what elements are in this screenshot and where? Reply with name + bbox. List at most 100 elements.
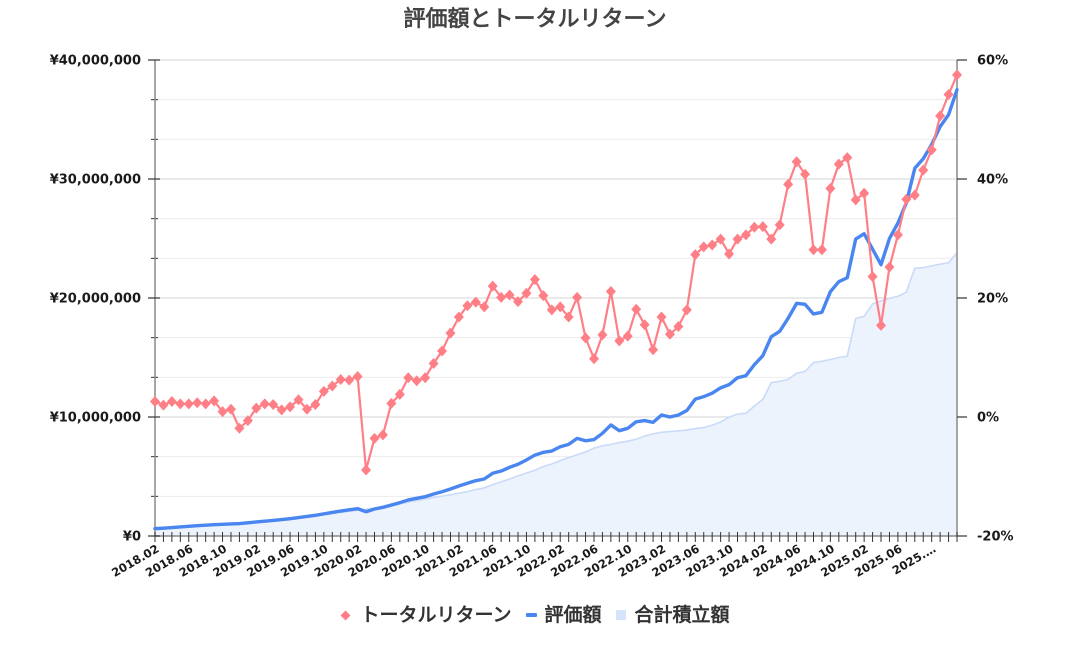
- total-return-point-marker[interactable]: [926, 144, 937, 156]
- total-return-point-marker[interactable]: [158, 399, 169, 411]
- total-return-point-marker[interactable]: [487, 280, 498, 292]
- total-return-point-marker[interactable]: [504, 289, 515, 301]
- legend-item-total-return[interactable]: トータルリターン: [340, 602, 512, 628]
- total-return-point-marker[interactable]: [715, 233, 726, 245]
- total-return-point-marker[interactable]: [352, 371, 363, 383]
- total-return-point-marker[interactable]: [479, 301, 490, 313]
- total-return-point-marker[interactable]: [664, 328, 675, 340]
- total-return-point-marker[interactable]: [884, 261, 895, 273]
- total-return-point-marker[interactable]: [428, 357, 439, 369]
- total-return-point-marker[interactable]: [639, 319, 650, 331]
- total-return-point-marker[interactable]: [394, 388, 405, 400]
- total-return-point-marker[interactable]: [943, 89, 954, 101]
- total-return-point-marker[interactable]: [225, 403, 236, 415]
- line-dash-icon: [525, 613, 537, 617]
- total-return-point-marker[interactable]: [724, 248, 735, 260]
- total-return-point-marker[interactable]: [420, 372, 431, 384]
- total-return-point-marker[interactable]: [614, 335, 625, 347]
- total-return-point-marker[interactable]: [732, 233, 743, 245]
- total-return-point-marker[interactable]: [707, 239, 718, 251]
- total-return-point-marker[interactable]: [833, 158, 844, 170]
- total-return-point-marker[interactable]: [749, 221, 760, 233]
- total-return-point-marker[interactable]: [909, 189, 920, 201]
- total-return-point-marker[interactable]: [622, 330, 633, 342]
- total-return-point-marker[interactable]: [200, 398, 211, 410]
- legend-item-invested[interactable]: 合計積立額: [615, 602, 730, 628]
- total-return-point-marker[interactable]: [369, 432, 380, 444]
- total-return-point-marker[interactable]: [876, 319, 887, 331]
- total-return-point-marker[interactable]: [529, 274, 540, 286]
- total-return-point-marker[interactable]: [580, 332, 591, 344]
- total-return-point-marker[interactable]: [513, 296, 524, 308]
- total-return-point-marker[interactable]: [166, 396, 177, 408]
- total-return-point-marker[interactable]: [192, 397, 203, 409]
- total-return-point-marker[interactable]: [892, 229, 903, 241]
- total-return-point-marker[interactable]: [757, 221, 768, 233]
- total-return-point-marker[interactable]: [310, 399, 321, 411]
- total-return-point-marker[interactable]: [462, 300, 473, 312]
- total-return-point-marker[interactable]: [411, 375, 422, 387]
- total-return-point-marker[interactable]: [740, 229, 751, 241]
- total-return-point-marker[interactable]: [546, 304, 557, 316]
- total-return-point-marker[interactable]: [588, 353, 599, 365]
- total-return-point-marker[interactable]: [631, 303, 642, 315]
- total-return-point-marker[interactable]: [555, 301, 566, 313]
- total-return-point-marker[interactable]: [276, 404, 287, 416]
- total-return-point-marker[interactable]: [496, 291, 507, 303]
- legend-item-valuation[interactable]: 評価額: [525, 602, 602, 628]
- total-return-point-marker[interactable]: [859, 187, 870, 199]
- total-return-point-marker[interactable]: [867, 271, 878, 283]
- total-return-point-marker[interactable]: [217, 406, 228, 418]
- total-return-point-marker[interactable]: [150, 396, 160, 408]
- total-return-point-marker[interactable]: [698, 241, 709, 253]
- total-return-point-marker[interactable]: [318, 385, 329, 397]
- total-return-point-marker[interactable]: [521, 287, 532, 299]
- total-return-point-marker[interactable]: [453, 311, 464, 323]
- total-return-point-marker[interactable]: [437, 345, 448, 357]
- total-return-point-marker[interactable]: [335, 374, 346, 386]
- total-return-point-marker[interactable]: [183, 398, 194, 410]
- total-return-point-marker[interactable]: [175, 398, 186, 410]
- total-return-point-marker[interactable]: [690, 249, 701, 261]
- total-return-point-marker[interactable]: [386, 397, 397, 409]
- total-return-point-marker[interactable]: [572, 291, 583, 303]
- total-return-point-marker[interactable]: [918, 164, 929, 176]
- total-return-point-marker[interactable]: [251, 402, 262, 414]
- total-return-point-marker[interactable]: [209, 395, 220, 407]
- total-return-point-marker[interactable]: [842, 152, 853, 164]
- total-return-point-marker[interactable]: [605, 285, 616, 297]
- total-return-point-marker[interactable]: [259, 398, 270, 410]
- total-return-point-marker[interactable]: [445, 327, 456, 339]
- total-return-point-marker[interactable]: [673, 321, 684, 333]
- total-return-point-marker[interactable]: [656, 311, 667, 323]
- total-return-point-marker[interactable]: [935, 110, 946, 122]
- total-return-point-marker[interactable]: [816, 244, 827, 256]
- total-return-point-marker[interactable]: [825, 183, 836, 195]
- total-return-point-marker[interactable]: [242, 415, 253, 427]
- total-return-point-marker[interactable]: [403, 372, 414, 384]
- total-return-point-marker[interactable]: [774, 219, 785, 231]
- total-return-point-marker[interactable]: [648, 344, 659, 356]
- total-return-point-marker[interactable]: [293, 394, 304, 406]
- total-return-point-marker[interactable]: [766, 233, 777, 245]
- total-return-point-marker[interactable]: [783, 178, 794, 190]
- total-return-point-marker[interactable]: [301, 403, 312, 415]
- total-return-point-marker[interactable]: [361, 464, 372, 476]
- total-return-point-marker[interactable]: [327, 380, 338, 392]
- total-return-point-marker[interactable]: [791, 156, 802, 168]
- total-return-point-marker[interactable]: [268, 399, 279, 411]
- total-return-point-marker[interactable]: [234, 422, 245, 434]
- total-return-point-marker[interactable]: [470, 296, 481, 308]
- total-return-point-marker[interactable]: [808, 244, 819, 256]
- total-return-point-marker[interactable]: [681, 304, 692, 316]
- total-return-point-marker[interactable]: [344, 374, 355, 386]
- total-return-point-marker[interactable]: [800, 168, 811, 180]
- total-return-point-marker[interactable]: [952, 69, 962, 81]
- total-return-point-marker[interactable]: [563, 311, 574, 323]
- total-return-point-marker[interactable]: [377, 429, 388, 441]
- total-return-point-marker[interactable]: [901, 193, 912, 205]
- total-return-point-marker[interactable]: [285, 401, 296, 413]
- total-return-point-marker[interactable]: [597, 329, 608, 341]
- total-return-point-marker[interactable]: [538, 290, 549, 302]
- total-return-point-marker[interactable]: [850, 194, 861, 206]
